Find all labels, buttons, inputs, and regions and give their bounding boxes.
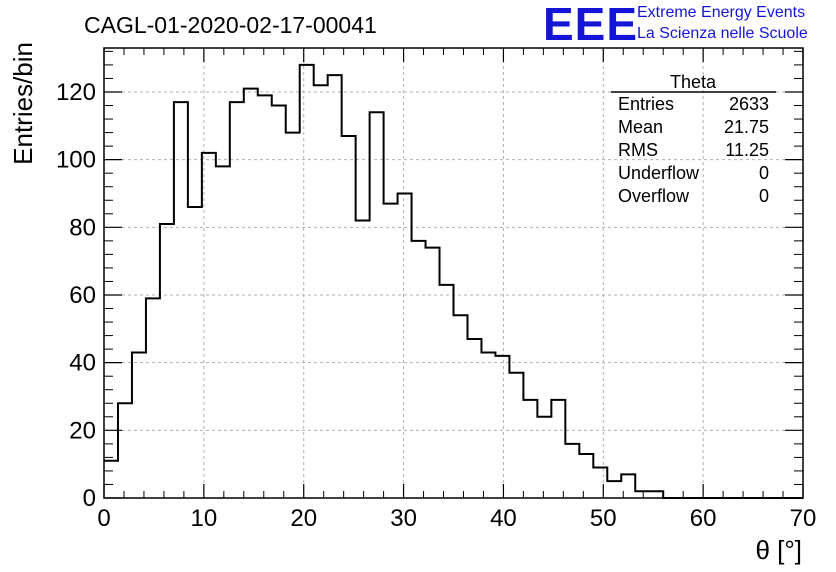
logo-line-1: Extreme Energy Events	[637, 4, 806, 21]
histogram-bin	[356, 221, 370, 498]
x-tick-label: 30	[390, 505, 417, 532]
x-tick-label: 70	[790, 505, 817, 532]
histogram-bin	[314, 85, 328, 498]
histogram-bin	[551, 400, 565, 498]
y-axis-label: Entries/bin	[8, 42, 38, 165]
histogram-bin	[258, 95, 272, 498]
histogram-bin	[467, 339, 481, 498]
histogram-bin	[481, 353, 495, 498]
x-tick-label: 20	[290, 505, 317, 532]
histogram-bin	[523, 400, 537, 498]
histogram-bin	[216, 166, 230, 498]
histogram-bin	[649, 491, 663, 498]
histogram-bin	[230, 102, 244, 498]
histogram-bin	[509, 373, 523, 498]
x-tick-label: 50	[590, 505, 617, 532]
histogram-outline	[104, 63, 803, 499]
histogram-bin	[635, 491, 649, 498]
y-tick-label: 100	[56, 147, 96, 174]
logo-line-2: La Scienza nelle Scuole	[637, 25, 808, 42]
stats-title: Theta	[670, 72, 717, 92]
y-tick-label: 120	[56, 79, 96, 106]
histogram-bin	[244, 89, 258, 498]
histogram-bin	[593, 468, 607, 498]
histogram-bin	[300, 65, 314, 498]
stats-value: 0	[759, 163, 769, 183]
histogram-bin	[384, 204, 398, 498]
histogram-bin	[146, 298, 160, 498]
histogram-bin	[412, 241, 426, 498]
histogram-bin	[440, 285, 454, 498]
y-tick-label: 0	[83, 485, 96, 512]
histogram-bin	[537, 417, 551, 498]
stats-label: Overflow	[618, 186, 690, 206]
stats-label: Mean	[618, 117, 663, 137]
stats-value: 2633	[729, 94, 769, 114]
histogram-bin	[454, 315, 468, 498]
histogram-bin	[495, 356, 509, 498]
x-tick-label: 60	[690, 505, 717, 532]
histogram-bin	[426, 248, 440, 498]
stats-value: 21.75	[724, 117, 769, 137]
histogram-bin	[160, 224, 174, 498]
stats-label: Underflow	[618, 163, 700, 183]
histogram-bin	[370, 112, 384, 498]
histogram-bin	[607, 481, 621, 498]
histogram-bin	[118, 403, 132, 498]
stats-label: Entries	[618, 94, 674, 114]
stats-value: 0	[759, 186, 769, 206]
y-tick-label: 60	[69, 282, 96, 309]
histogram-bin	[174, 102, 188, 498]
histogram-bin	[272, 106, 286, 498]
histogram-bin	[104, 461, 118, 498]
x-tick-label: 10	[191, 505, 218, 532]
histogram-bin	[398, 193, 412, 498]
histogram-bin	[188, 207, 202, 498]
chart-title: CAGL-01-2020-02-17-00041	[84, 12, 377, 38]
histogram-bin	[342, 136, 356, 498]
y-tick-label: 80	[69, 214, 96, 241]
y-tick-label: 20	[69, 417, 96, 444]
stats-value: 11.25	[725, 140, 769, 160]
histogram-bin	[328, 75, 342, 498]
x-axis-label: θ [°]	[755, 535, 802, 565]
plot-frame	[103, 47, 804, 499]
x-tick-label: 0	[97, 505, 110, 532]
histogram-bin	[132, 353, 146, 498]
histogram-bin	[565, 444, 579, 498]
eee-logo: EEE	[543, 0, 639, 50]
histogram-bin	[286, 133, 300, 498]
histogram-bin	[579, 454, 593, 498]
y-tick-label: 40	[69, 350, 96, 377]
x-tick-label: 40	[490, 505, 517, 532]
stats-label: RMS	[618, 140, 658, 160]
